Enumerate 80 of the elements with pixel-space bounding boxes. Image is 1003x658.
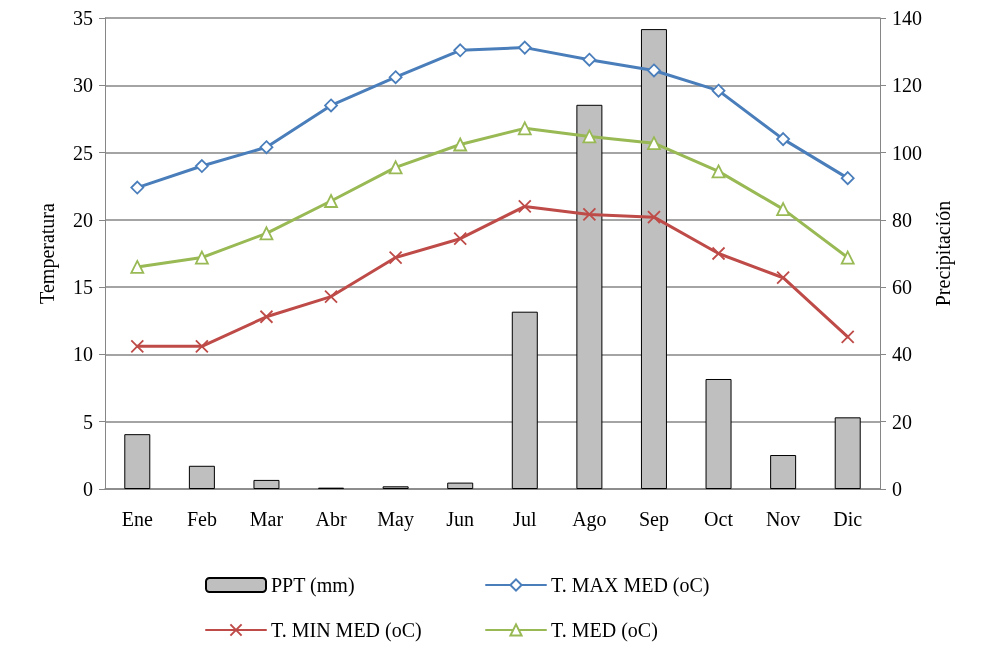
point bbox=[647, 136, 661, 151]
legend-label: T. MIN MED (oC) bbox=[271, 619, 422, 642]
legend-label: T. MED (oC) bbox=[551, 619, 658, 642]
point bbox=[453, 137, 468, 152]
bar bbox=[770, 455, 797, 489]
point bbox=[840, 171, 855, 186]
point bbox=[517, 199, 532, 214]
y-axis-title: Temperatura bbox=[36, 203, 59, 304]
point bbox=[582, 52, 597, 67]
y2-tick-label: 40 bbox=[892, 343, 912, 366]
point bbox=[776, 270, 791, 285]
point bbox=[453, 43, 468, 58]
point bbox=[388, 250, 403, 265]
y2-axis-title: Precipitación bbox=[931, 200, 955, 307]
point bbox=[130, 180, 145, 195]
point bbox=[194, 339, 209, 354]
x-tick-label: Jul bbox=[513, 508, 537, 530]
point bbox=[388, 70, 403, 85]
x-tick-label: Ago bbox=[572, 508, 607, 531]
y2-tick-label: 120 bbox=[892, 74, 922, 97]
point bbox=[711, 164, 726, 179]
bar bbox=[447, 482, 474, 489]
y-tick-label: 35 bbox=[73, 7, 93, 29]
point bbox=[517, 121, 532, 136]
legend-label: PPT (mm) bbox=[271, 574, 355, 597]
point bbox=[776, 132, 791, 147]
bar bbox=[705, 378, 732, 489]
x-tick-label: Sep bbox=[638, 508, 669, 531]
x-tick-label: Nov bbox=[765, 508, 801, 530]
y2-tick-label: 100 bbox=[892, 141, 922, 164]
y2-tick-label: 80 bbox=[892, 208, 912, 231]
point bbox=[388, 160, 403, 175]
point bbox=[453, 231, 468, 246]
y-tick-label: 5 bbox=[83, 410, 93, 433]
y-tick-label: 15 bbox=[73, 276, 93, 299]
point bbox=[582, 129, 597, 144]
bar bbox=[576, 104, 603, 489]
point bbox=[259, 140, 274, 155]
x-tick-label: May bbox=[377, 508, 414, 531]
x-tick-label: Mar bbox=[249, 508, 284, 530]
x-tick-label: Feb bbox=[186, 508, 217, 530]
point bbox=[840, 250, 855, 265]
point bbox=[324, 289, 338, 304]
point bbox=[194, 250, 209, 265]
x-tick-label: Oct bbox=[704, 508, 734, 530]
bar bbox=[640, 29, 667, 489]
y2-tick-label: 20 bbox=[892, 410, 912, 433]
bar bbox=[124, 434, 151, 489]
x-tick-label: Abr bbox=[315, 508, 347, 530]
point bbox=[711, 246, 726, 261]
y2-tick-label: 0 bbox=[892, 478, 902, 500]
x-tick-label: Ene bbox=[121, 508, 153, 530]
point bbox=[776, 202, 791, 216]
point bbox=[711, 83, 726, 98]
point bbox=[259, 226, 274, 241]
y2-tick-label: 60 bbox=[892, 276, 912, 299]
x-tick-label: Jun bbox=[446, 508, 475, 530]
y-tick-label: 10 bbox=[73, 343, 93, 366]
point bbox=[582, 207, 597, 222]
point bbox=[517, 40, 532, 55]
bar bbox=[253, 479, 280, 489]
point bbox=[647, 63, 661, 78]
point bbox=[647, 210, 661, 225]
point bbox=[130, 339, 145, 354]
bar bbox=[511, 311, 538, 489]
point bbox=[324, 194, 338, 208]
y-tick-label: 20 bbox=[73, 208, 93, 231]
x-tick-label: Dic bbox=[833, 508, 863, 530]
point bbox=[130, 260, 145, 274]
y-tick-label: 0 bbox=[83, 478, 93, 500]
legend-label: T. MAX MED (oC) bbox=[551, 574, 710, 597]
bar bbox=[188, 465, 215, 489]
y-tick-label: 30 bbox=[73, 74, 93, 97]
point bbox=[259, 309, 274, 324]
y-tick-label: 25 bbox=[73, 141, 93, 164]
point bbox=[840, 330, 855, 344]
point bbox=[194, 159, 209, 173]
y2-tick-label: 140 bbox=[892, 7, 922, 29]
point bbox=[324, 98, 338, 113]
bar bbox=[834, 417, 861, 489]
